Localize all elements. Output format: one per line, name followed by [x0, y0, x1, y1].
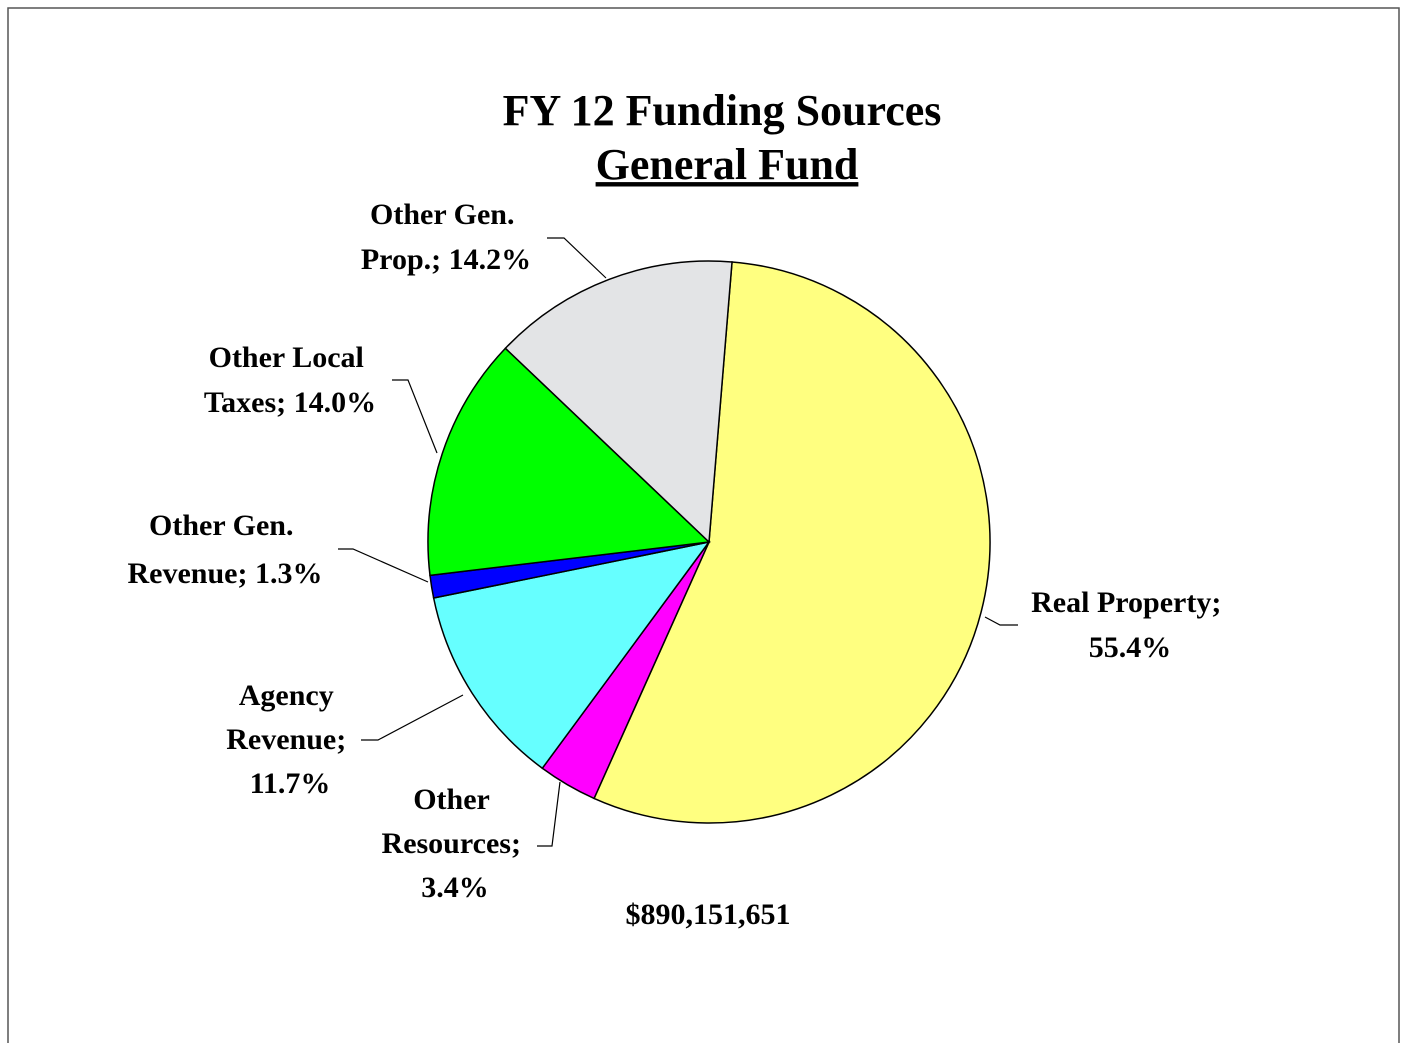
pie-slice: [427, 347, 711, 577]
pie-slice: [593, 261, 991, 824]
chart-title: FY 12 Funding Sources: [503, 86, 942, 135]
leader-line: [392, 379, 438, 454]
frame: [7, 7, 1400, 1043]
data-label: Other Gen. Prop.; 14.2%: [361, 198, 531, 276]
chart-subtitle: General Fund: [596, 140, 859, 189]
leader-line: [537, 781, 561, 847]
data-label: Other Resources; 3.4%: [382, 783, 529, 904]
data-label: Other Local Taxes; 14.0%: [204, 341, 376, 419]
leader-line: [361, 694, 464, 741]
total-annotation: $890,151,651: [626, 898, 791, 931]
leader-line: [338, 548, 429, 583]
data-label: Other Gen. Revenue; 1.3%: [128, 509, 323, 590]
leader-line: [547, 237, 607, 279]
leader-line: [984, 616, 1018, 626]
data-label: Agency Revenue; 11.7%: [226, 679, 353, 800]
data-label: Real Property; 55.4%: [1031, 586, 1229, 664]
pie-slice: [504, 260, 733, 544]
pie-slice: [432, 540, 711, 770]
